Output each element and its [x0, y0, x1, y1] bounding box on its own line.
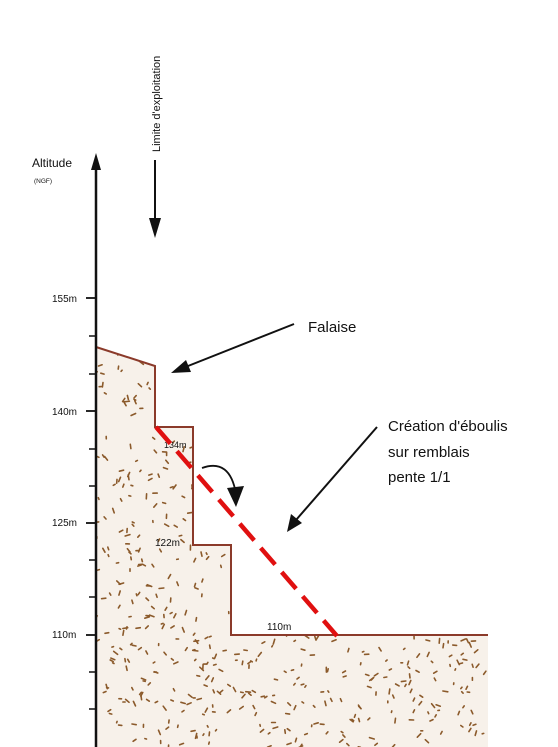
scree-arrow-shaft — [295, 426, 378, 521]
tick-label-155m: 155m — [52, 294, 77, 305]
axis-title: Altitude — [32, 156, 72, 170]
cliff-label: Falaise — [308, 319, 356, 336]
level-label-110m: 110m — [267, 622, 291, 633]
scree-slope-line — [154, 425, 339, 638]
level-label-122m: 122m — [155, 538, 180, 549]
level-label-134m: 134m — [164, 440, 187, 450]
limit-exploitation-label: Limite d'exploitation — [151, 56, 163, 152]
axis-ticks — [86, 297, 96, 710]
curved-arrow-head — [227, 486, 244, 507]
terrain-profile-line — [95, 346, 488, 636]
cliff-arrow-head — [171, 360, 191, 373]
scree-label-line3: pente 1/1 — [388, 469, 451, 486]
tick-label-140m: 140m — [52, 407, 77, 418]
altitude-axis-arrowhead — [91, 153, 101, 170]
axis-unit: (NGF) — [34, 178, 52, 185]
limit-arrow-head — [149, 218, 161, 238]
scree-label-line2: sur remblais — [388, 444, 470, 461]
scree-label-line1: Création d'éboulis — [388, 418, 508, 435]
scree-arrow-head — [287, 514, 302, 532]
tick-label-125m: 125m — [52, 518, 77, 529]
tick-label-110m: 110m — [52, 630, 76, 641]
ground-fill — [96, 347, 488, 747]
cliff-arrow-shaft — [187, 323, 295, 367]
